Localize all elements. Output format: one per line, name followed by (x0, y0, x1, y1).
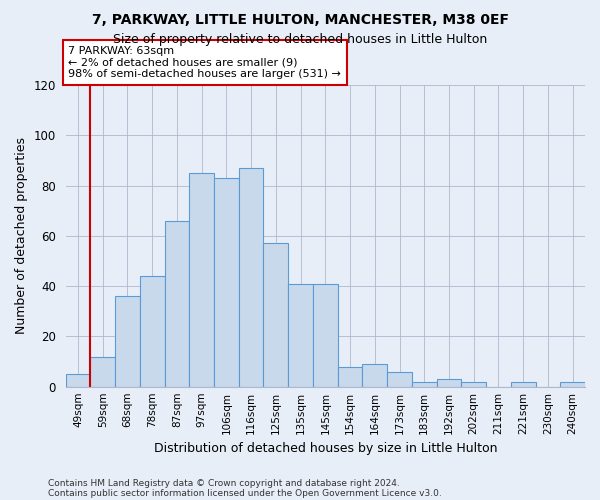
Y-axis label: Number of detached properties: Number of detached properties (15, 138, 28, 334)
Bar (362, 364, 387, 386)
Bar (140, 276, 164, 386)
Bar (461, 382, 486, 386)
Bar (560, 382, 585, 386)
Bar (263, 244, 288, 386)
Bar (288, 284, 313, 387)
Bar (65, 374, 91, 386)
Bar (338, 366, 362, 386)
Bar (239, 168, 263, 386)
Bar (437, 379, 461, 386)
Text: 7, PARKWAY, LITTLE HULTON, MANCHESTER, M38 0EF: 7, PARKWAY, LITTLE HULTON, MANCHESTER, M… (91, 12, 509, 26)
X-axis label: Distribution of detached houses by size in Little Hulton: Distribution of detached houses by size … (154, 442, 497, 455)
Text: Size of property relative to detached houses in Little Hulton: Size of property relative to detached ho… (113, 32, 487, 46)
Text: Contains public sector information licensed under the Open Government Licence v3: Contains public sector information licen… (48, 488, 442, 498)
Bar (91, 356, 115, 386)
Bar (164, 221, 190, 386)
Bar (313, 284, 338, 387)
Bar (412, 382, 437, 386)
Bar (190, 173, 214, 386)
Bar (387, 372, 412, 386)
Bar (214, 178, 239, 386)
Text: 7 PARKWAY: 63sqm
← 2% of detached houses are smaller (9)
98% of semi-detached ho: 7 PARKWAY: 63sqm ← 2% of detached houses… (68, 46, 341, 79)
Text: Contains HM Land Registry data © Crown copyright and database right 2024.: Contains HM Land Registry data © Crown c… (48, 478, 400, 488)
Bar (115, 296, 140, 386)
Bar (511, 382, 536, 386)
